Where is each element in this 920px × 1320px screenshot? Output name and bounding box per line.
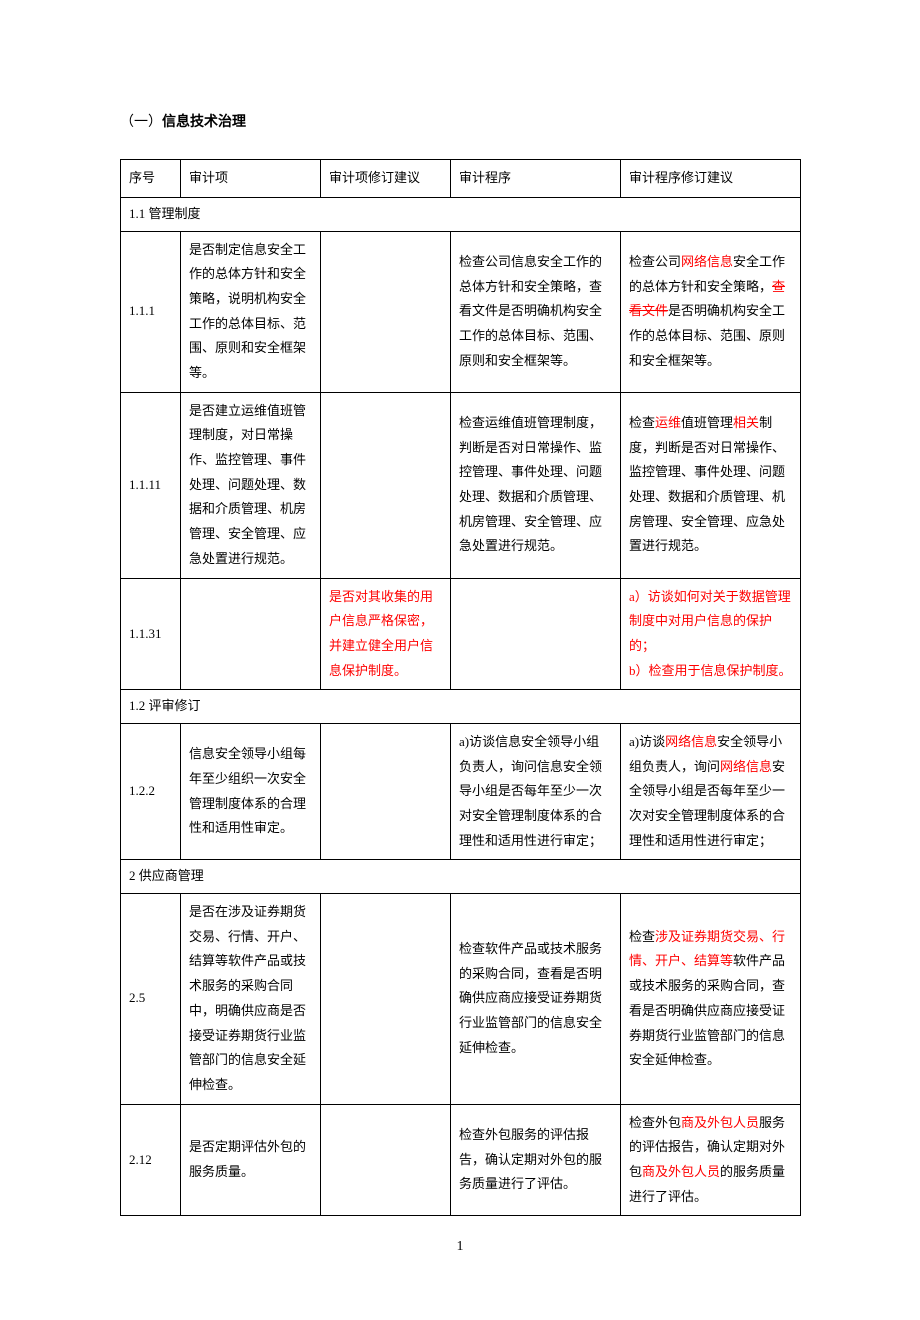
- row-2-12: 2.12 是否定期评估外包的服务质量。 检查外包服务的评估报告，确认定期对外包的…: [121, 1104, 801, 1216]
- cell-proc: 检查软件产品或技术服务的采购合同，查看是否明确供应商应接受证券期货行业监管部门的…: [451, 894, 621, 1105]
- table-header-row: 序号 审计项 审计项修订建议 审计程序 审计程序修订建议: [121, 160, 801, 198]
- page-number: 1: [120, 1234, 800, 1259]
- txt: 值班管理: [681, 415, 733, 430]
- section-2-label: 2 供应商管理: [121, 860, 801, 894]
- page-container: （一）信息技术治理 序号 审计项 审计项修订建议 审计程序 审计程序修订建议 1…: [0, 0, 920, 1320]
- cell-proc-sugg: 检查公司网络信息安全工作的总体方针和安全策略，查看文件是否明确机构安全工作的总体…: [621, 231, 801, 392]
- row-1-1-31: 1.1.31 是否对其收集的用户信息严格保密，并建立健全用户信息保护制度。 a）…: [121, 578, 801, 690]
- txt: 检查: [629, 929, 655, 944]
- row-2-5: 2.5 是否在涉及证券期货交易、行情、开户、结算等软件产品或技术服务的采购合同中…: [121, 894, 801, 1105]
- txt: 制度，判断是否对日常操作、监控管理、事件处理、问题处理、数据和介质管理、机房管理…: [629, 415, 785, 553]
- col-item: 审计项: [181, 160, 321, 198]
- col-item-sugg: 审计项修订建议: [321, 160, 451, 198]
- cell-item: 是否制定信息安全工作的总体方针和安全策略，说明机构安全工作的总体目标、范围、原则…: [181, 231, 321, 392]
- txt-red: 商及外包人员: [681, 1115, 759, 1130]
- cell-proc: [451, 578, 621, 690]
- cell-item-sugg: [321, 1104, 451, 1216]
- audit-table: 序号 审计项 审计项修订建议 审计程序 审计程序修订建议 1.1 管理制度 1.…: [120, 159, 801, 1216]
- cell-num: 1.1.11: [121, 392, 181, 578]
- txt: 软件产品或技术服务的采购合同，查看是否明确供应商应接受证券期货行业监管部门的信息…: [629, 953, 785, 1067]
- cell-proc-sugg: 检查外包商及外包人员服务的评估报告，确认定期对外包商及外包人员的服务质量进行了评…: [621, 1104, 801, 1216]
- section-2: 2 供应商管理: [121, 860, 801, 894]
- cell-proc-sugg: a）访谈如何对关于数据管理制度中对用户信息的保护的； b）检查用于信息保护制度。: [621, 578, 801, 690]
- txt-red: 运维: [655, 415, 681, 430]
- cell-item: 是否在涉及证券期货交易、行情、开户、结算等软件产品或技术服务的采购合同中，明确供…: [181, 894, 321, 1105]
- cell-item-sugg: [321, 723, 451, 859]
- title-prefix: （一）: [120, 115, 162, 130]
- col-proc: 审计程序: [451, 160, 621, 198]
- row-1-2-2: 1.2.2 信息安全领导小组每年至少组织一次安全管理制度体系的合理性和适用性审定…: [121, 723, 801, 859]
- txt: a)访谈: [629, 734, 665, 749]
- txt-red: 网络信息: [665, 734, 717, 749]
- cell-proc-sugg: a)访谈网络信息安全领导小组负责人，询问网络信息安全领导小组是否每年至少一次对安…: [621, 723, 801, 859]
- col-number: 序号: [121, 160, 181, 198]
- cell-proc: 检查公司信息安全工作的总体方针和安全策略，查看文件是否明确机构安全工作的总体目标…: [451, 231, 621, 392]
- cell-item-sugg: [321, 894, 451, 1105]
- cell-num: 1.1.1: [121, 231, 181, 392]
- cell-item: 是否定期评估外包的服务质量。: [181, 1104, 321, 1216]
- txt-red: 商及外包人员: [642, 1164, 720, 1179]
- txt: 检查公司: [629, 254, 681, 269]
- col-proc-sugg: 审计程序修订建议: [621, 160, 801, 198]
- section-1-1: 1.1 管理制度: [121, 197, 801, 231]
- cell-num: 2.5: [121, 894, 181, 1105]
- cell-num: 1.2.2: [121, 723, 181, 859]
- cell-num: 2.12: [121, 1104, 181, 1216]
- cell-proc-sugg: 检查涉及证券期货交易、行情、开户、结算等软件产品或技术服务的采购合同，查看是否明…: [621, 894, 801, 1105]
- cell-item: 是否建立运维值班管理制度，对日常操作、监控管理、事件处理、问题处理、数据和介质管…: [181, 392, 321, 578]
- cell-proc-sugg: 检查运维值班管理相关制度，判断是否对日常操作、监控管理、事件处理、问题处理、数据…: [621, 392, 801, 578]
- cell-proc: a)访谈信息安全领导小组负责人，询问信息安全领导小组是否每年至少一次对安全管理制…: [451, 723, 621, 859]
- section-1-2-label: 1.2 评审修订: [121, 690, 801, 724]
- cell-proc: 检查运维值班管理制度，判断是否对日常操作、监控管理、事件处理、问题处理、数据和介…: [451, 392, 621, 578]
- section-1-1-label: 1.1 管理制度: [121, 197, 801, 231]
- title-text: 信息技术治理: [162, 115, 246, 130]
- cell-num: 1.1.31: [121, 578, 181, 690]
- section-title: （一）信息技术治理: [120, 110, 800, 135]
- cell-proc: 检查外包服务的评估报告，确认定期对外包的服务质量进行了评估。: [451, 1104, 621, 1216]
- cell-item: 信息安全领导小组每年至少组织一次安全管理制度体系的合理性和适用性审定。: [181, 723, 321, 859]
- section-1-2: 1.2 评审修订: [121, 690, 801, 724]
- row-1-1-1: 1.1.1 是否制定信息安全工作的总体方针和安全策略，说明机构安全工作的总体目标…: [121, 231, 801, 392]
- cell-item-sugg: [321, 231, 451, 392]
- txt-red: 相关: [733, 415, 759, 430]
- txt: 检查: [629, 415, 655, 430]
- cell-item-sugg: [321, 392, 451, 578]
- cell-item: [181, 578, 321, 690]
- txt-red: 网络信息: [681, 254, 733, 269]
- row-1-1-11: 1.1.11 是否建立运维值班管理制度，对日常操作、监控管理、事件处理、问题处理…: [121, 392, 801, 578]
- txt-red: 网络信息: [720, 759, 772, 774]
- txt: 检查外包: [629, 1115, 681, 1130]
- cell-item-sugg: 是否对其收集的用户信息严格保密，并建立健全用户信息保护制度。: [321, 578, 451, 690]
